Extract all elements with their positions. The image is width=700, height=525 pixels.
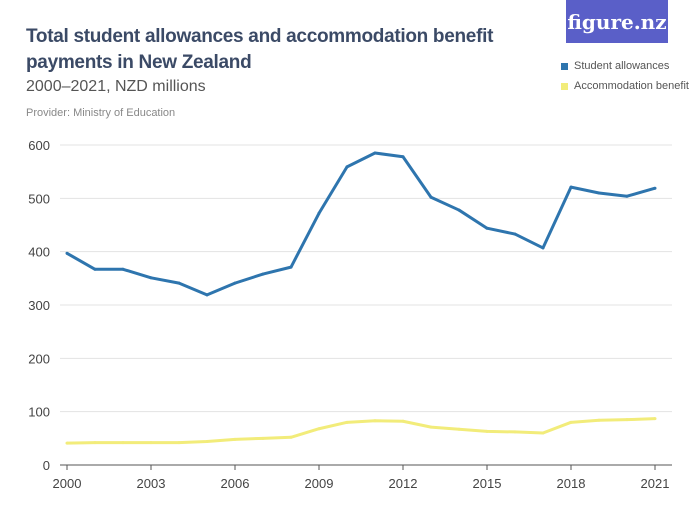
data-point <box>177 441 181 445</box>
legend-swatch <box>561 62 568 70</box>
x-tick-label: 2012 <box>389 476 418 491</box>
data-point <box>289 435 293 439</box>
data-point <box>65 251 69 255</box>
data-point <box>653 417 657 421</box>
data-point <box>457 427 461 431</box>
data-point <box>261 436 265 440</box>
x-tick-label: 2000 <box>53 476 82 491</box>
y-tick-label: 400 <box>28 245 50 260</box>
data-point <box>625 418 629 422</box>
x-tick-label: 2021 <box>641 476 670 491</box>
data-point <box>121 441 125 445</box>
y-tick-label: 300 <box>28 298 50 313</box>
chart-subtitle: 2000–2021, NZD millions <box>26 78 206 95</box>
data-point <box>457 208 461 212</box>
legend-swatch <box>561 82 568 90</box>
series-line-student-allowances <box>66 151 656 297</box>
data-point <box>345 165 349 169</box>
data-point <box>93 267 97 271</box>
x-tick-label: 2009 <box>305 476 334 491</box>
data-point <box>625 194 629 198</box>
legend-label: Accommodation benefit <box>574 80 689 92</box>
data-point <box>205 293 209 297</box>
x-tick-label: 2003 <box>137 476 166 491</box>
data-point <box>373 151 377 155</box>
legend-item-student-allowances: Student allowances <box>561 56 689 76</box>
y-tick-label: 0 <box>43 458 50 473</box>
data-point <box>513 430 517 434</box>
data-point <box>205 440 209 444</box>
data-point <box>513 232 517 236</box>
chart-title: Total student allowances and accommodati… <box>26 26 494 73</box>
data-point <box>317 211 321 215</box>
data-point <box>541 431 545 435</box>
data-point <box>373 419 377 423</box>
provider-text: Provider: Ministry of Education <box>26 107 176 119</box>
x-tick-label: 2015 <box>473 476 502 491</box>
data-point <box>597 191 601 195</box>
data-point <box>177 281 181 285</box>
data-point <box>485 226 489 230</box>
data-point <box>429 195 433 199</box>
data-point <box>233 281 237 285</box>
data-point <box>93 441 97 445</box>
data-point <box>485 429 489 433</box>
data-point <box>569 420 573 424</box>
data-point <box>597 418 601 422</box>
data-point <box>653 186 657 190</box>
y-tick-label: 200 <box>28 351 50 366</box>
x-tick-label: 2018 <box>557 476 586 491</box>
data-point <box>429 425 433 429</box>
series-line-accommodation-benefit <box>66 417 656 445</box>
data-point <box>289 265 293 269</box>
data-point <box>65 441 69 445</box>
data-point <box>121 267 125 271</box>
data-point <box>569 185 573 189</box>
legend-item-accommodation-benefit: Accommodation benefit <box>561 76 689 96</box>
y-tick-label: 500 <box>28 191 50 206</box>
y-tick-label: 600 <box>28 138 50 153</box>
data-point <box>261 272 265 276</box>
data-point <box>401 419 405 423</box>
data-point <box>317 427 321 431</box>
legend-label: Student allowances <box>574 60 670 72</box>
data-point <box>233 437 237 441</box>
data-point <box>149 441 153 445</box>
y-tick-label: 100 <box>28 405 50 420</box>
data-point <box>541 246 545 250</box>
data-point <box>345 420 349 424</box>
legend: Student allowances Accommodation benefit <box>561 56 689 96</box>
figure-nz-logo[interactable]: figure.nz <box>566 0 668 43</box>
data-point <box>149 276 153 280</box>
x-tick-label: 2006 <box>221 476 250 491</box>
data-point <box>401 155 405 159</box>
